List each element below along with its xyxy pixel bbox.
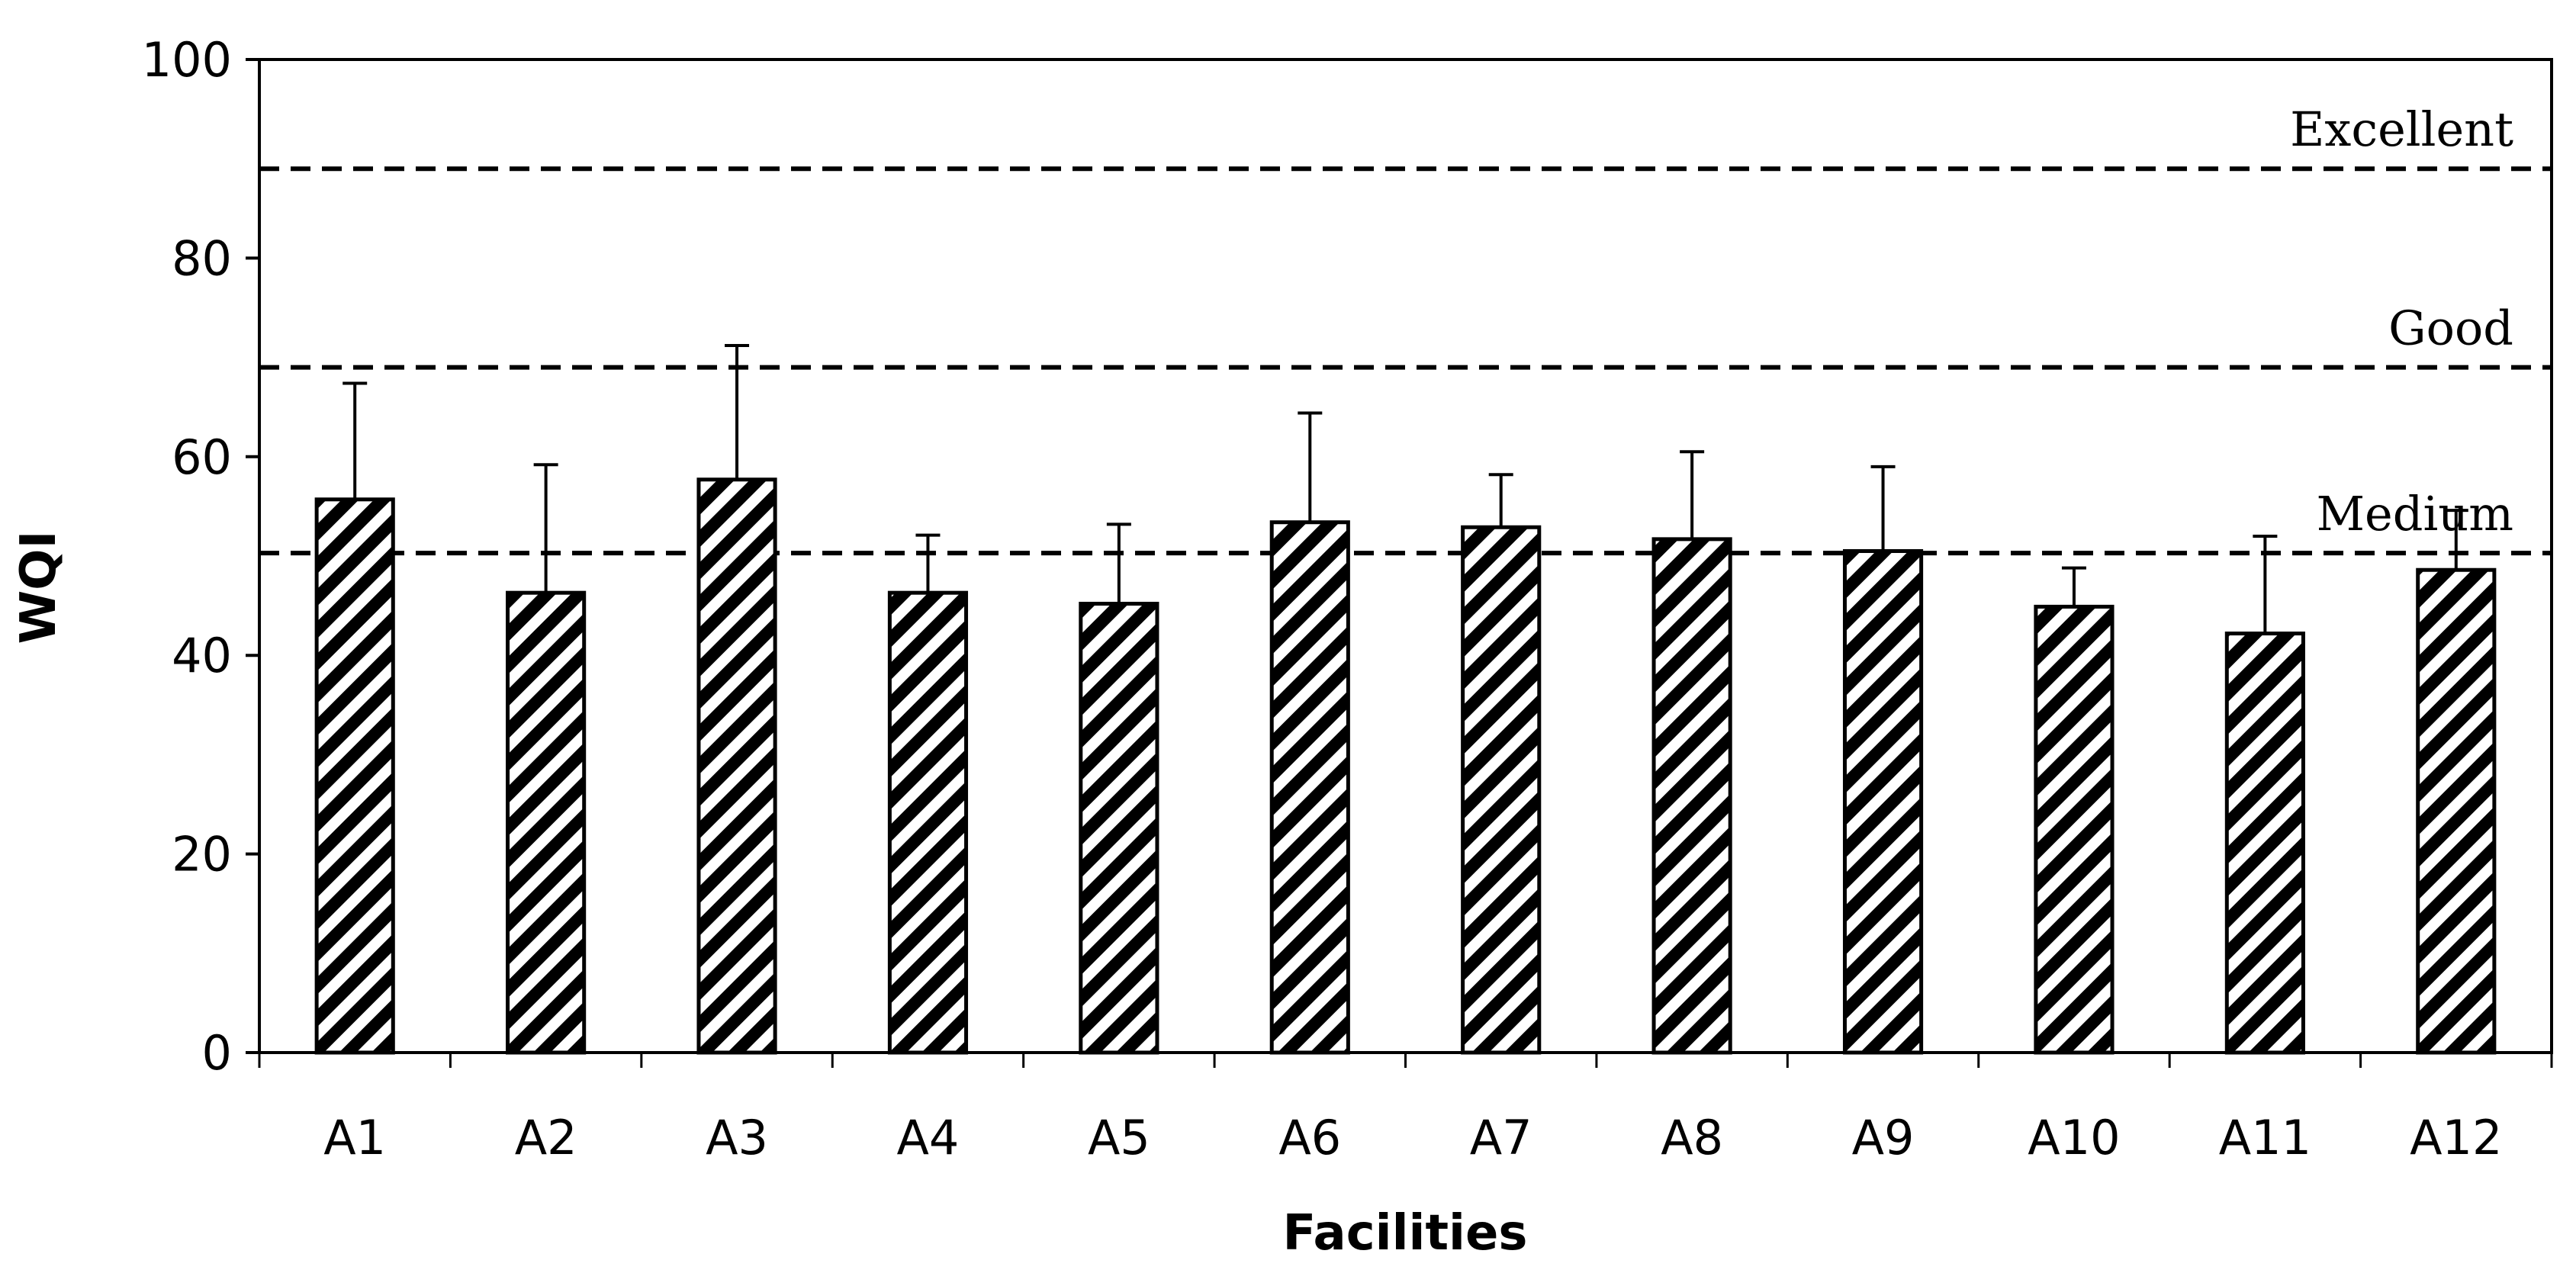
x-tick-label: A4 [897,1110,960,1165]
bar [2224,632,2305,1055]
bar [1651,537,1732,1055]
x-axis: A1 A2 A3 A4 A5 A6 A7 A8 A9 A10 A11 A12 [258,1053,2553,1165]
x-tick-label: A10 [2028,1110,2120,1165]
y-axis-title: WQI [11,531,67,645]
x-tick-label: A12 [2410,1110,2502,1165]
y-axis: 0 20 40 60 80 100 [142,32,259,1081]
bar [887,590,969,1055]
x-tick-label: A9 [1852,1110,1915,1165]
y-tick-label: 60 [172,429,232,485]
x-tick-label: A2 [515,1110,577,1165]
error-bars [343,343,2468,635]
x-tick-label: A5 [1088,1110,1150,1165]
bar [506,590,587,1055]
x-tick-label: A1 [323,1110,386,1165]
y-tick-label: 20 [172,827,232,882]
threshold-label: Medium [2317,486,2513,542]
bar [696,477,777,1055]
y-tick-label: 80 [172,230,232,286]
y-tick-label: 100 [142,32,232,88]
x-tick-label: A7 [1470,1110,1532,1165]
x-axis-title: Facilities [1283,1205,1528,1262]
plot-border [258,58,2553,1054]
threshold-lines: Excellent Good Medium [259,101,2552,556]
x-tick-label: A6 [1278,1110,1341,1165]
x-tick-label: A11 [2219,1110,2311,1165]
plot-area [258,58,2553,1054]
bar [2034,604,2115,1055]
bar [1461,525,1542,1055]
bar [1269,520,1350,1055]
x-tick-label: A8 [1661,1110,1723,1165]
threshold-label: Good [2388,301,2513,356]
bar [1079,601,1159,1055]
y-tick-label: 0 [202,1025,232,1081]
x-tick-label: A3 [706,1110,768,1165]
y-tick-label: 40 [172,628,232,683]
bar [314,497,395,1055]
bar [1842,548,1924,1055]
bar [2416,567,2497,1055]
bars [314,477,2497,1055]
threshold-label: Excellent [2290,101,2513,157]
